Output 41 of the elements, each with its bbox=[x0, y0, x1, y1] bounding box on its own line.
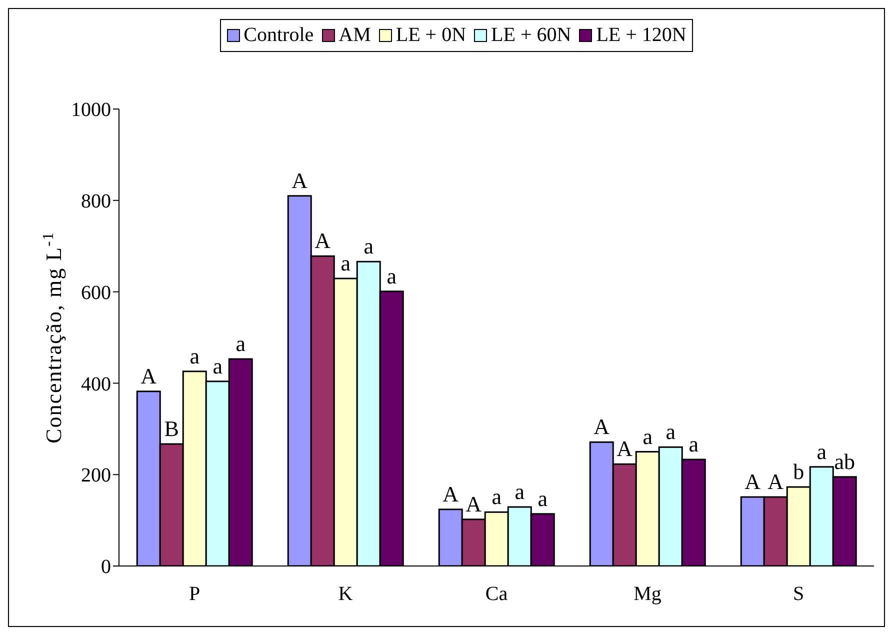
data-label: A bbox=[314, 228, 331, 254]
data-label: A bbox=[744, 468, 761, 494]
data-label: a bbox=[688, 432, 699, 457]
data-label: a bbox=[538, 486, 548, 511]
y-tick-label: 0 bbox=[101, 556, 111, 578]
data-label: b bbox=[793, 458, 804, 484]
data-label: a bbox=[340, 250, 351, 276]
legend-label: AM bbox=[338, 24, 371, 47]
data-label: a bbox=[212, 353, 223, 378]
data-label: a bbox=[190, 343, 200, 368]
x-tick-label: P bbox=[188, 583, 200, 606]
x-tick-label: K bbox=[338, 583, 354, 606]
y-tick-label: 400 bbox=[81, 373, 111, 396]
data-label: a bbox=[666, 419, 676, 444]
legend-label: LE + 60N bbox=[491, 24, 572, 47]
data-label: a bbox=[364, 234, 374, 259]
data-label: a bbox=[816, 438, 827, 464]
y-tick-label: 200 bbox=[81, 464, 111, 487]
data-label: B bbox=[164, 416, 179, 441]
data-label: a bbox=[236, 330, 246, 356]
legend-label: Controle bbox=[244, 24, 314, 47]
data-label: A bbox=[616, 436, 633, 462]
data-label: A bbox=[768, 468, 784, 494]
legend-label: LE + 120N bbox=[596, 24, 686, 47]
data-label: a bbox=[514, 479, 525, 504]
x-tick-label: Ca bbox=[485, 583, 508, 606]
data-label: a bbox=[492, 484, 502, 510]
data-label: a bbox=[386, 263, 397, 288]
x-tick-label: S bbox=[792, 583, 804, 606]
data-label: A bbox=[466, 491, 482, 516]
data-label: a bbox=[642, 424, 653, 449]
data-label: A bbox=[140, 363, 157, 388]
x-tick-label: Mg bbox=[634, 583, 662, 606]
y-tick-label: 1000 bbox=[71, 99, 111, 122]
y-tick-label: 800 bbox=[81, 190, 111, 212]
legend-label: LE + 0N bbox=[396, 24, 466, 47]
data-label: A bbox=[442, 481, 459, 506]
data-label: A bbox=[594, 414, 610, 440]
data-label: A bbox=[292, 168, 308, 193]
y-tick-label: 600 bbox=[81, 282, 111, 304]
data-label: ab bbox=[834, 448, 856, 474]
